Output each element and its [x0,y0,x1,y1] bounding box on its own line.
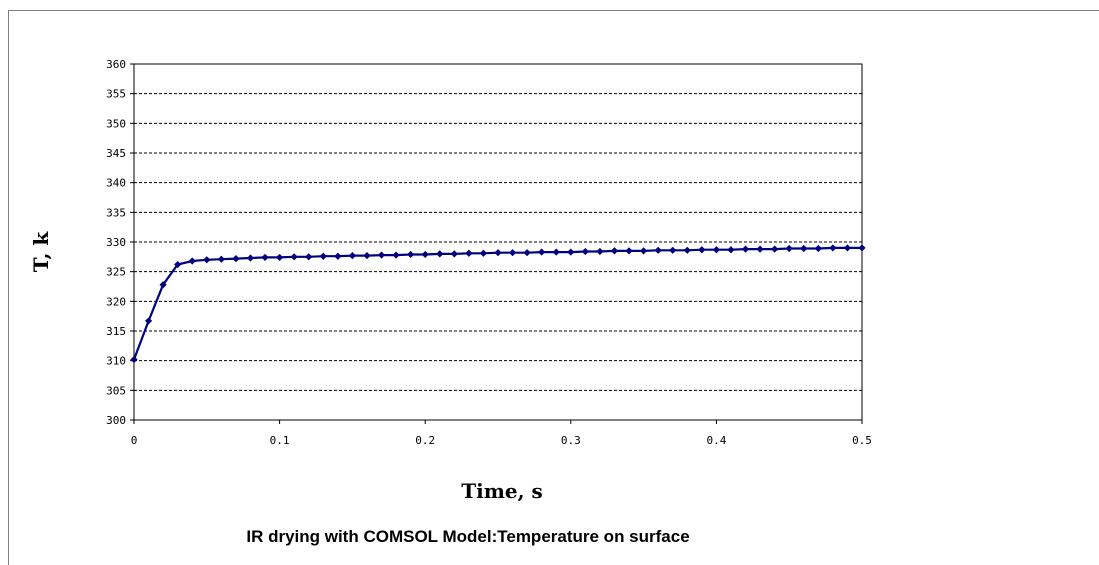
data-point [625,247,633,255]
data-point [188,257,196,265]
data-point [640,247,648,255]
data-point [610,247,619,255]
data-point [450,250,458,258]
x-tick-label: 0 [131,434,138,447]
data-point [174,260,182,269]
data-point [741,245,750,253]
data-point [508,249,517,257]
y-axis-title: T, k [29,231,53,273]
chart-caption: IR drying with COMSOL Model:Temperature … [246,527,689,546]
data-point [712,246,720,254]
chart-frame [8,10,1099,565]
data-point [727,246,735,254]
data-point [319,252,327,260]
data-point [829,244,837,252]
y-tick-label: 310 [106,355,126,368]
data-point [494,249,502,257]
x-tick-label: 0.5 [852,434,872,447]
data-point [756,245,764,253]
data-point [363,252,371,260]
y-tick-label: 305 [106,384,126,397]
y-tick-label: 325 [106,266,126,279]
data-point [479,249,488,257]
data-point [800,244,808,253]
data-point [392,251,400,259]
data-point [261,253,269,262]
x-tick-label: 0.4 [706,434,726,447]
y-tick-label: 300 [106,414,126,427]
x-tick-label: 0.1 [270,434,290,447]
data-point [217,255,225,263]
data-point [276,253,284,262]
y-tick-label: 335 [106,206,126,219]
x-axis-ticks: 0 0.1 0.2 0.3 0.4 0.5 [131,420,872,447]
y-tick-label: 320 [106,295,126,308]
data-point [552,248,560,256]
data-point [305,253,313,261]
data-point [159,281,167,289]
plot-area [133,63,863,421]
series-line [132,246,862,360]
data-point [232,255,240,263]
y-tick-label: 340 [106,177,126,190]
data-point [465,249,473,257]
y-tick-label: 315 [106,325,126,338]
data-point [538,248,546,256]
gridlines [134,93,862,391]
y-tick-label: 350 [106,117,126,130]
data-point [436,250,444,258]
data-point [843,244,852,252]
data-point [669,246,677,254]
data-point [654,246,662,254]
data-point [698,246,706,254]
data-point [334,252,342,260]
data-point [130,355,138,364]
data-point [683,246,691,254]
data-point [814,244,822,253]
x-axis-title: Time, s [461,479,543,503]
data-point [581,247,589,256]
y-tick-label: 345 [106,147,126,160]
y-axis-ticks: 300 305 310 315 320 325 330 335 340 345 350 355 360 [106,58,134,427]
data-point [348,252,356,260]
data-point [203,256,211,264]
data-point [858,244,866,252]
data-point [771,245,779,253]
data-point [421,250,429,259]
data-point [785,244,793,253]
data-point [567,248,575,256]
data-point [407,250,415,259]
data-point [377,251,386,259]
y-tick-label: 330 [106,236,126,249]
series-layer [130,244,866,364]
data-point [523,249,531,257]
data-point [144,317,153,325]
y-tick-label: 360 [106,58,126,71]
x-tick-label: 0.3 [561,434,581,447]
data-point [246,254,255,262]
y-tick-label: 355 [106,88,126,101]
data-point [290,253,298,261]
data-point [596,247,604,256]
x-tick-label: 0.2 [415,434,435,447]
